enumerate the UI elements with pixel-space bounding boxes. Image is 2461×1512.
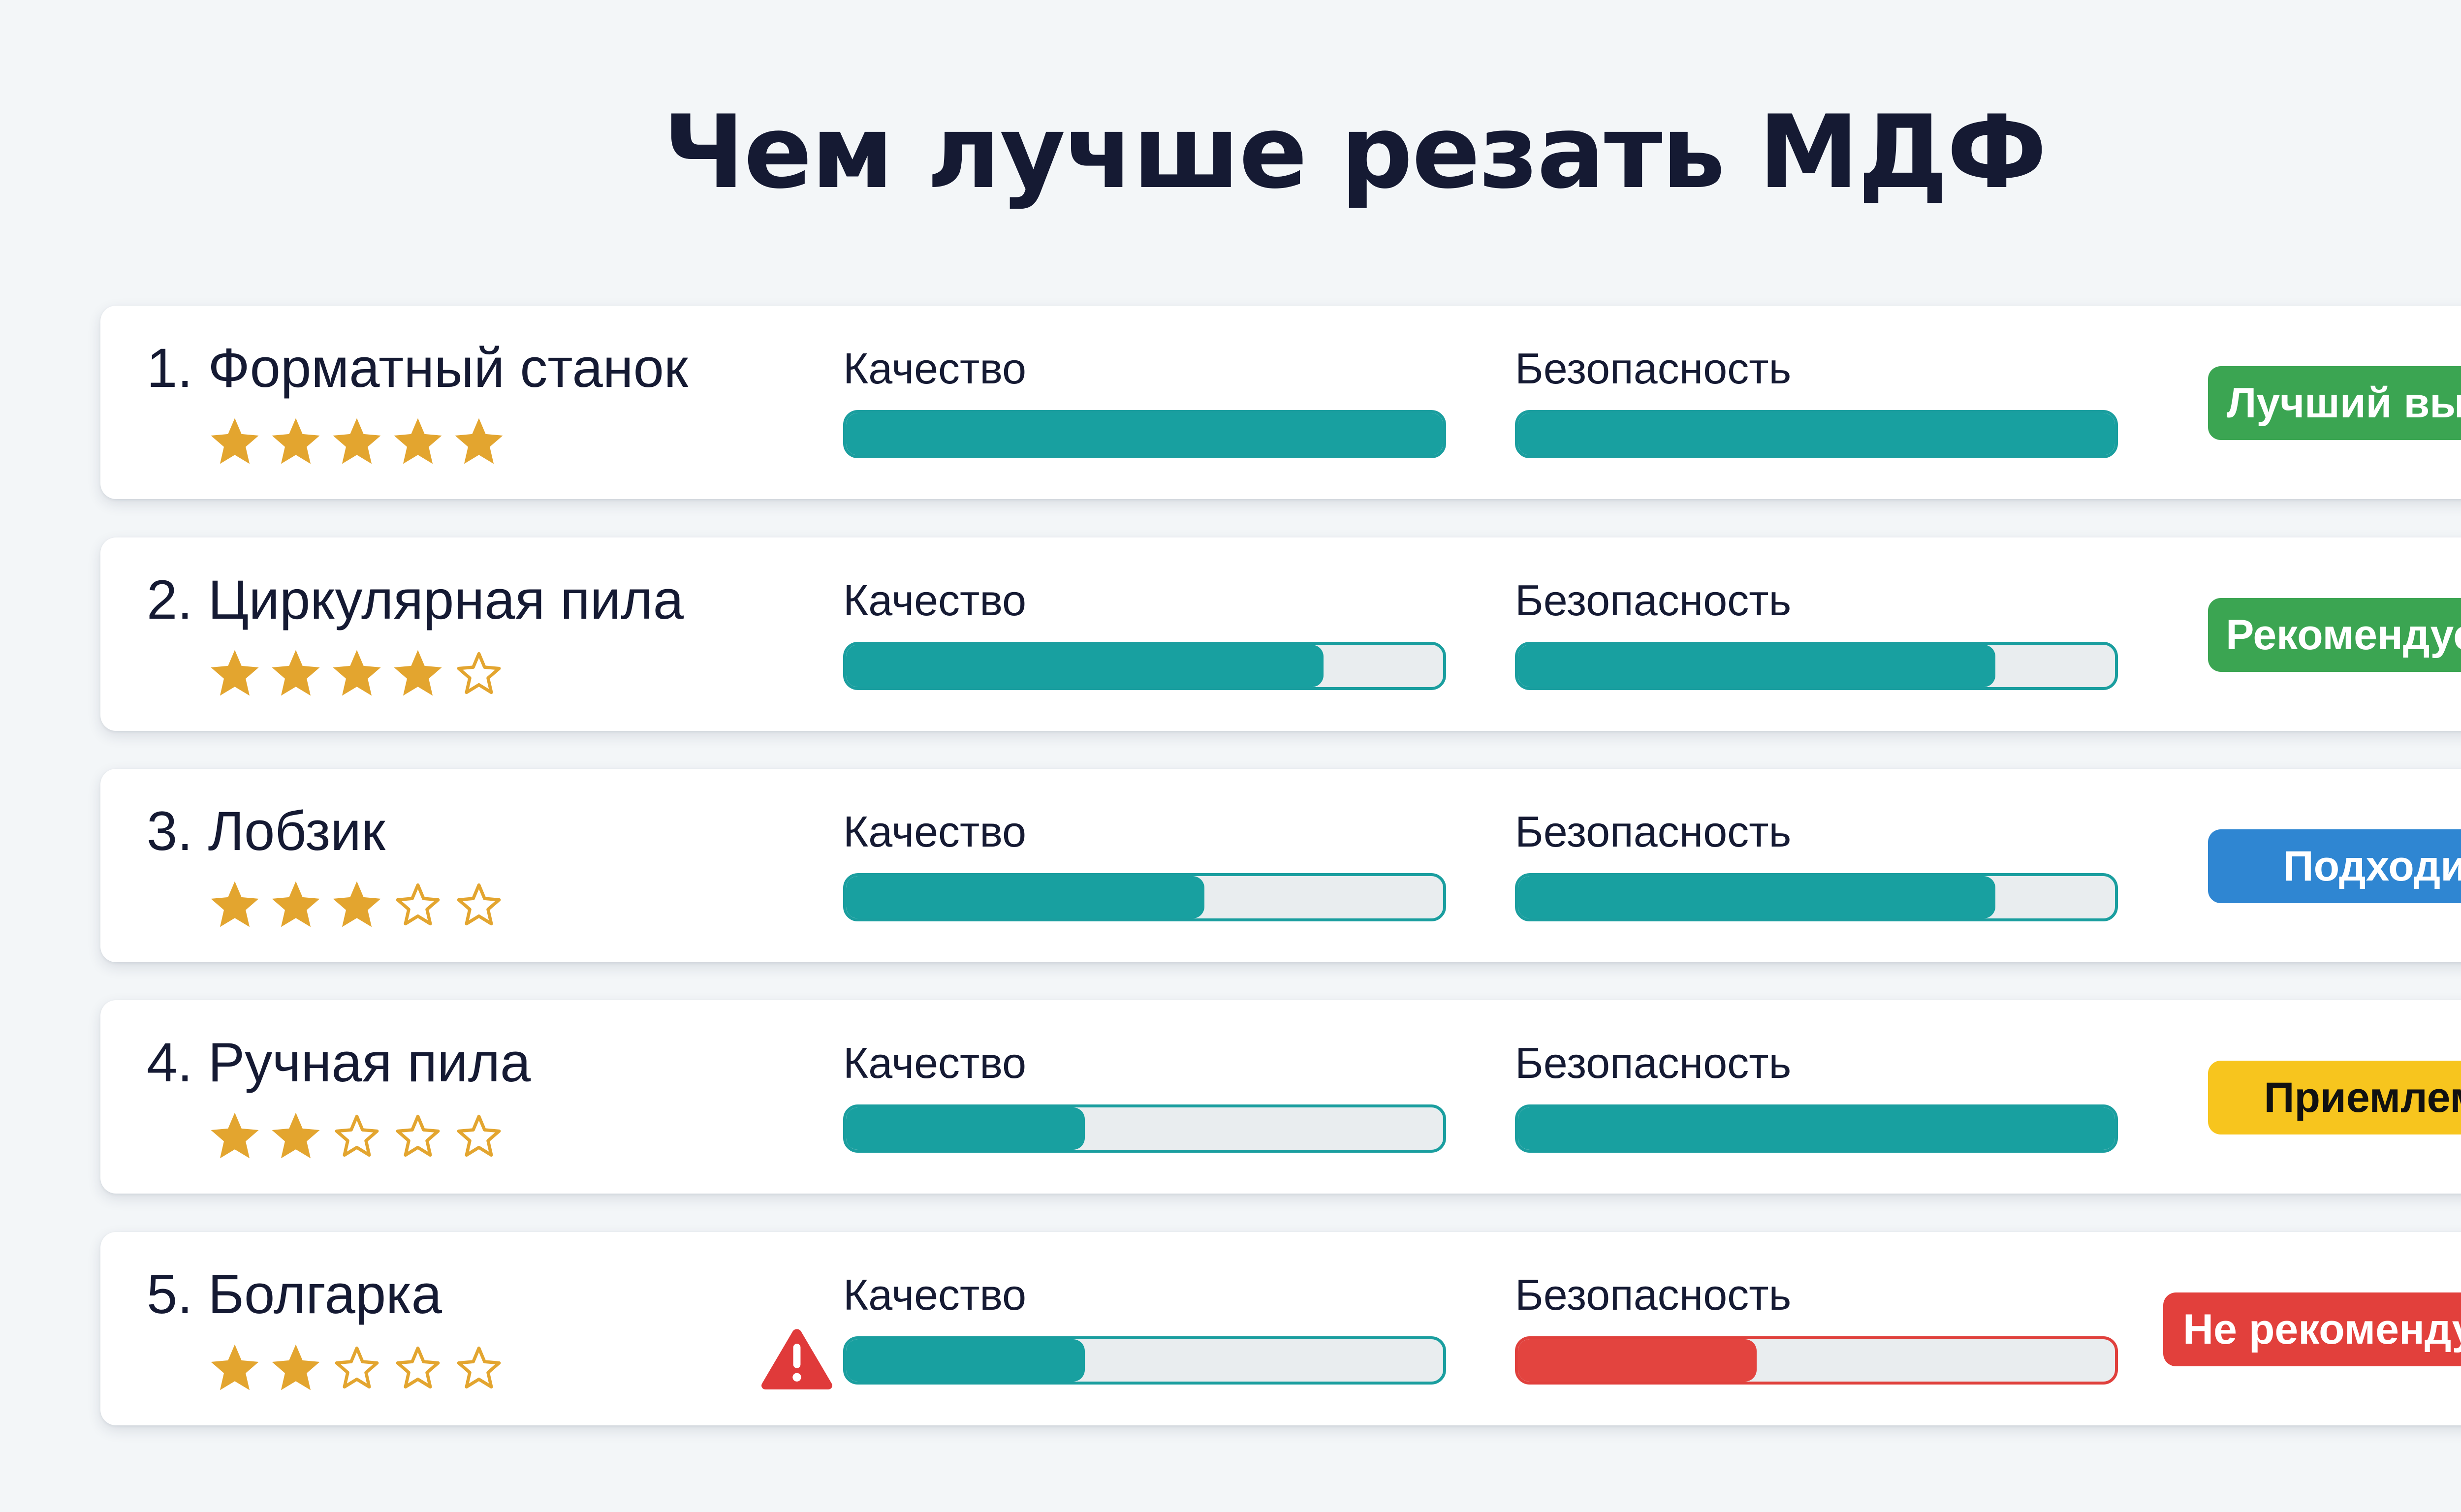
quality-bar	[843, 873, 1446, 921]
star-filled-icon	[209, 878, 261, 932]
star-empty-icon	[392, 1341, 444, 1395]
star-empty-icon	[453, 1109, 505, 1164]
star-empty-icon	[392, 878, 444, 932]
quality-label: Качество	[843, 344, 1027, 393]
star-empty-icon	[453, 1341, 505, 1395]
tool-card: 4. Ручная пила Качество Безопасность При…	[100, 1000, 2461, 1194]
safety-bar	[1515, 873, 2118, 921]
star-filled-icon	[209, 415, 261, 469]
quality-bar	[843, 642, 1446, 690]
safety-bar-fill	[1518, 1107, 2115, 1150]
star-filled-icon	[270, 647, 322, 701]
star-empty-icon	[331, 1341, 383, 1395]
safety-bar-fill	[1518, 413, 2115, 455]
quality-bar	[843, 410, 1446, 458]
star-filled-icon	[331, 647, 383, 701]
safety-label: Безопасность	[1515, 807, 1792, 856]
safety-bar	[1515, 1336, 2118, 1385]
tool-name: 1. Форматный станок	[147, 337, 688, 399]
safety-bar-fill	[1518, 645, 1996, 687]
quality-label: Качество	[843, 807, 1027, 856]
verdict-badge: Лучший выбор	[2208, 366, 2461, 440]
page-title: Чем лучше резать МДФ	[663, 94, 2047, 211]
verdict-badge: Подходит	[2208, 829, 2461, 903]
star-filled-icon	[331, 878, 383, 932]
verdict-badge: Рекомендуется	[2208, 598, 2461, 672]
safety-bar-fill	[1518, 1339, 1757, 1382]
star-filled-icon	[392, 647, 444, 701]
quality-bar	[843, 1104, 1446, 1153]
quality-bar-fill	[846, 645, 1324, 687]
safety-bar	[1515, 1104, 2118, 1153]
quality-bar	[843, 1336, 1446, 1385]
star-filled-icon	[392, 415, 444, 469]
safety-label: Безопасность	[1515, 576, 1792, 625]
tool-name: 3. Лобзик	[147, 800, 385, 862]
star-filled-icon	[270, 1109, 322, 1164]
star-filled-icon	[270, 878, 322, 932]
star-rating	[209, 1109, 505, 1164]
star-filled-icon	[270, 1341, 322, 1395]
star-filled-icon	[209, 1109, 261, 1164]
star-filled-icon	[270, 415, 322, 469]
star-rating	[209, 647, 505, 701]
star-rating	[209, 1341, 505, 1395]
safety-bar-fill	[1518, 876, 1996, 918]
quality-label: Качество	[843, 576, 1027, 625]
quality-label: Качество	[843, 1039, 1027, 1087]
tool-name: 4. Ручная пила	[147, 1032, 531, 1093]
quality-bar-fill	[846, 413, 1443, 455]
quality-bar-fill	[846, 1107, 1085, 1150]
star-filled-icon	[453, 415, 505, 469]
quality-bar-fill	[846, 1339, 1085, 1382]
star-rating	[209, 415, 505, 469]
star-empty-icon	[453, 647, 505, 701]
tool-name: 5. Болгарка	[147, 1263, 442, 1325]
safety-label: Безопасность	[1515, 344, 1792, 393]
tool-name: 2. Циркулярная пила	[147, 569, 684, 630]
star-rating	[209, 878, 505, 932]
verdict-badge: Не рекомендуется	[2163, 1292, 2461, 1366]
star-filled-icon	[209, 647, 261, 701]
quality-bar-fill	[846, 876, 1204, 918]
warning-icon	[761, 1329, 832, 1389]
tool-card: 3. Лобзик Качество Безопасность Подходит	[100, 769, 2461, 962]
verdict-badge: Приемлемо	[2208, 1061, 2461, 1134]
star-filled-icon	[209, 1341, 261, 1395]
star-empty-icon	[331, 1109, 383, 1164]
safety-label: Безопасность	[1515, 1270, 1792, 1319]
quality-label: Качество	[843, 1270, 1027, 1319]
star-empty-icon	[392, 1109, 444, 1164]
safety-label: Безопасность	[1515, 1039, 1792, 1087]
tool-card: 2. Циркулярная пила Качество Безопасност…	[100, 537, 2461, 731]
tool-card: 5. Болгарка Качество Безопасность Не рек…	[100, 1232, 2461, 1425]
star-filled-icon	[331, 415, 383, 469]
safety-bar	[1515, 410, 2118, 458]
star-empty-icon	[453, 878, 505, 932]
tool-card: 1. Форматный станок Качество Безопасност…	[100, 306, 2461, 499]
safety-bar	[1515, 642, 2118, 690]
